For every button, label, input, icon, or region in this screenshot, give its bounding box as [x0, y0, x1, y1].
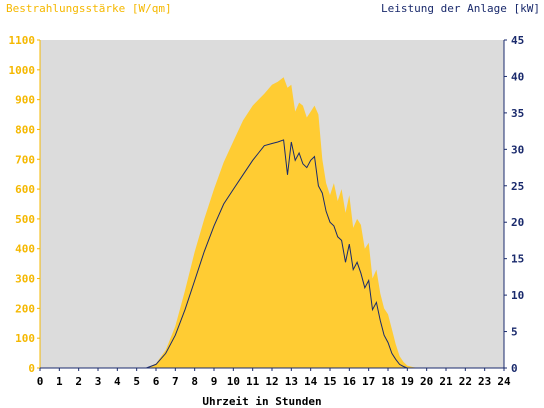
x-tick-label: 0	[37, 375, 44, 388]
x-tick-label: 15	[323, 375, 336, 388]
right-tick-label: 45	[511, 34, 524, 47]
left-tick-label: 500	[15, 213, 35, 226]
x-tick-label: 8	[191, 375, 198, 388]
x-tick-label: 3	[95, 375, 102, 388]
x-tick-group: 0 1 2 3 4 5 6 7 8 9 10 11 12 13 14 15 16 17 18 19 20 21 22 23 24	[37, 368, 511, 388]
right-tick-label: 5	[511, 326, 518, 339]
left-tick-label: 800	[15, 123, 35, 136]
x-tick-label: 1	[56, 375, 63, 388]
x-tick-label: 24	[497, 375, 511, 388]
left-tick-label: 400	[15, 243, 35, 256]
x-tick-label: 18	[381, 375, 394, 388]
left-tick-label: 700	[15, 153, 35, 166]
left-tick-label: 0	[28, 362, 35, 375]
x-tick-label: 9	[211, 375, 218, 388]
right-tick-label: 10	[511, 289, 524, 302]
x-tick-label: 17	[362, 375, 375, 388]
left-tick-label: 200	[15, 302, 35, 315]
left-tick-label: 1100	[9, 34, 36, 47]
x-tick-label: 23	[478, 375, 491, 388]
left-axis-title: Bestrahlungsstärke [W/qm]	[6, 2, 172, 15]
left-tick-label: 100	[15, 332, 35, 345]
right-axis-title: Leistung der Anlage [kW]	[381, 2, 540, 15]
x-tick-label: 11	[246, 375, 260, 388]
x-tick-label: 14	[304, 375, 318, 388]
right-tick-label: 0	[511, 362, 518, 375]
left-tick-label: 600	[15, 183, 35, 196]
right-tick-label: 15	[511, 253, 524, 266]
right-tick-group: 0 5 10 15 20 25 30 35 40 45	[504, 34, 524, 375]
irradiance-area	[40, 77, 504, 369]
left-tick-label: 1000	[9, 64, 36, 77]
left-tick-label: 300	[15, 273, 35, 286]
right-tick-label: 25	[511, 180, 524, 193]
x-tick-label: 5	[133, 375, 140, 388]
right-tick-label: 40	[511, 70, 524, 83]
x-tick-label: 7	[172, 375, 179, 388]
x-tick-label: 12	[265, 375, 278, 388]
x-tick-label: 4	[114, 375, 121, 388]
series-layer	[40, 77, 504, 369]
x-tick-label: 19	[401, 375, 414, 388]
x-tick-label: 22	[459, 375, 472, 388]
x-tick-label: 10	[227, 375, 240, 388]
right-tick-label: 20	[511, 216, 524, 229]
right-tick-label: 35	[511, 107, 524, 120]
x-axis-label: Uhrzeit in Stunden	[202, 395, 321, 408]
power-line	[40, 139, 504, 369]
x-tick-label: 2	[75, 375, 82, 388]
right-tick-label: 30	[511, 143, 524, 156]
x-tick-label: 20	[420, 375, 433, 388]
x-tick-label: 6	[153, 375, 160, 388]
x-tick-label: 13	[285, 375, 298, 388]
left-tick-label: 900	[15, 94, 35, 107]
x-tick-label: 16	[343, 375, 357, 388]
left-tick-group: 0 100 200 300 400 500 600 700 800 900 1000 1100	[9, 34, 40, 375]
x-tick-label: 21	[439, 375, 453, 388]
